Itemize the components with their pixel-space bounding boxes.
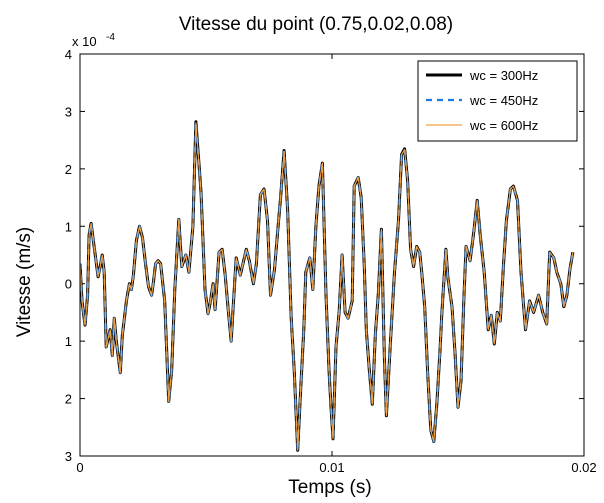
y-multiplier-label: x 10	[72, 34, 97, 49]
y-axis-title: Vitesse (m/s)	[14, 227, 35, 338]
y-multiplier: x 10 -4	[72, 32, 115, 49]
chart-title: Vitesse du point (0.75,0.02,0.08)	[179, 14, 453, 35]
x-axis-title: Temps (s)	[288, 477, 371, 498]
plot-area-frame	[79, 53, 585, 457]
y-multiplier-exponent: -4	[106, 32, 115, 43]
legend-label-1: wc = 300Hz	[469, 68, 538, 83]
x-tick-label: 0.01	[319, 460, 344, 475]
y-tick-label: 1	[65, 334, 72, 349]
x-tick-label: 0.02	[571, 460, 596, 475]
legend: wc = 300Hz wc = 450Hz wc = 600Hz	[417, 60, 578, 142]
legend-label-3: wc = 600Hz	[469, 118, 538, 133]
y-tick-label: 0	[65, 277, 72, 292]
series-line-3	[80, 122, 574, 451]
y-tick-label: 3	[65, 104, 72, 119]
y-tick-label: 2	[65, 392, 72, 407]
y-tick-label: 2	[65, 162, 72, 177]
x-tick-label: 0	[76, 460, 83, 475]
y-tick-label: 1	[65, 219, 72, 234]
y-tick-label: 3	[65, 449, 72, 464]
series-lines	[80, 120, 575, 452]
legend-label-2: wc = 450Hz	[469, 93, 538, 108]
y-tick-label: 4	[65, 47, 72, 62]
